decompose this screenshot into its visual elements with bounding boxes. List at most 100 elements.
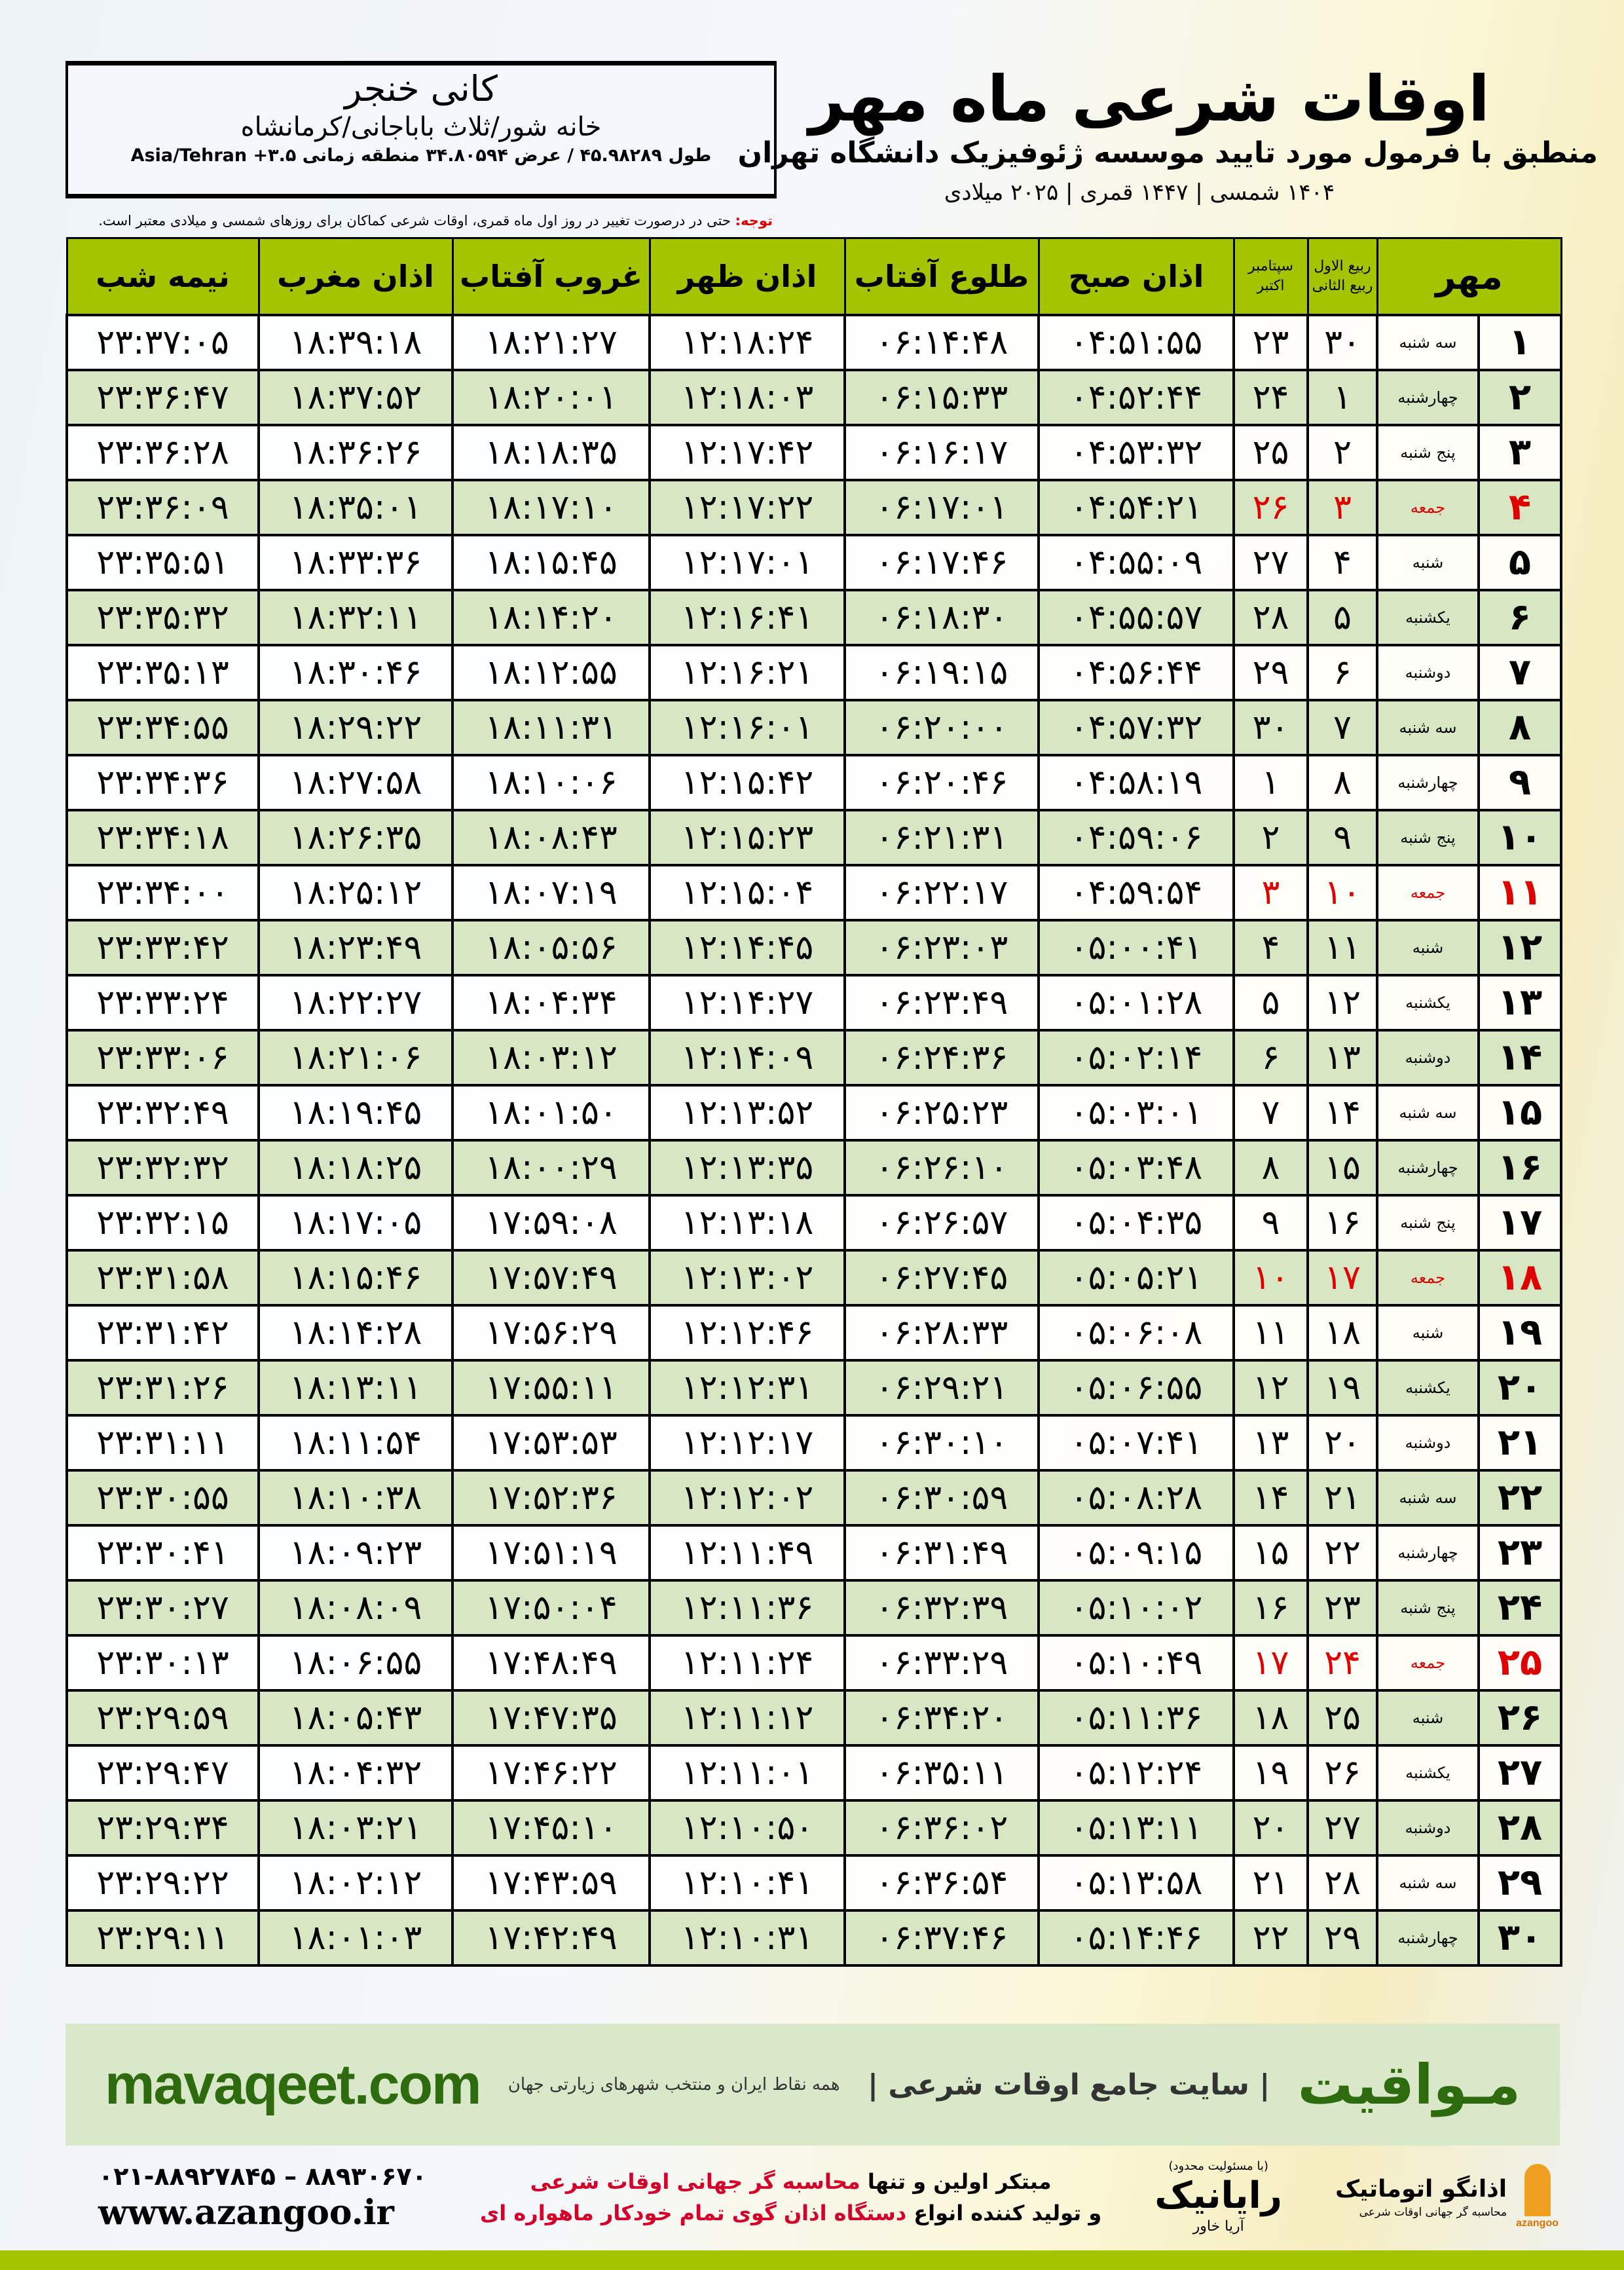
azangoo-website[interactable]: www.azangoo.ir [98,2193,394,2233]
cell-hijri: ۱۲ [1306,974,1378,1032]
cell-greg: ۶ [1232,1029,1309,1087]
cell-fajr: ۰۵:۰۶:۰۸ [1037,1304,1235,1362]
cell-hijri: ۲ [1306,424,1378,481]
cell-hijri: ۲۲ [1306,1524,1378,1582]
cell-maghrib: ۱۸:۲۵:۱۲ [257,864,454,921]
cell-midnight: ۲۳:۳۴:۳۶ [65,754,260,811]
cell-greg: ۱۶ [1232,1579,1309,1637]
cell-greg: ۲۱ [1232,1854,1309,1912]
cell-sunset: ۱۸:۰۵:۵۶ [451,919,651,977]
cell-sunset: ۱۸:۱۴:۲۰ [451,589,651,646]
cell-weekday: دوشنبه [1376,1799,1480,1857]
table-row: ۳۰ چهارشنبه ۲۹ ۲۲ ۰۵:۱۴:۴۶ ۰۶:۳۷:۴۶ ۱۲:۱۰:۳۱ ۱۷… [65,1909,1562,1967]
azangoo-sub: محاسبه گر جهانی اوقات شرعی [1359,2206,1507,2219]
cell-hijri: ۱۹ [1306,1359,1378,1417]
cell-midnight: ۲۳:۲۹:۱۱ [65,1909,260,1967]
cell-sunset: ۱۸:۰۳:۱۲ [451,1029,651,1087]
cell-sunset: ۱۸:۱۲:۵۵ [451,644,651,701]
table-row: ۱۸ جمعه ۱۷ ۱۰ ۰۵:۰۵:۲۱ ۰۶:۲۷:۴۵ ۱۲:۱۳:۰۲ ۱۷:۵۷:… [65,1249,1562,1307]
cell-dhuhr: ۱۲:۱۱:۳۶ [648,1579,846,1637]
cell-sunset: ۱۸:۰۸:۴۳ [451,809,651,866]
cell-hijri: ۲۴ [1306,1634,1378,1692]
cell-day: ۱۰ [1477,809,1562,866]
cell-sunset: ۱۸:۲۰:۰۱ [451,369,651,426]
cell-sunset: ۱۸:۱۸:۳۵ [451,424,651,481]
cell-greg: ۲۳ [1232,314,1309,371]
cell-fajr: ۰۴:۵۸:۱۹ [1037,754,1235,811]
cell-greg: ۲۸ [1232,589,1309,646]
cell-sunset: ۱۷:۴۸:۴۹ [451,1634,651,1692]
page-subtitle: منطبق با فرمول مورد تایید موسسه ژئوفیزیک… [737,136,1598,170]
cell-dhuhr: ۱۲:۱۴:۰۹ [648,1029,846,1087]
rayanik-logo: (با مسئولیت محدود) رایانیک آریا خاور [1154,2159,1282,2236]
cell-hijri: ۶ [1306,644,1378,701]
cell-midnight: ۲۳:۳۲:۴۹ [65,1084,260,1142]
cell-fajr: ۰۵:۱۰:۴۹ [1037,1634,1235,1692]
promo-line2-b: دستگاه اذان گوی تمام خودکار ماهواره ای [479,2201,907,2225]
cell-hijri: ۲۷ [1306,1799,1378,1857]
cell-dhuhr: ۱۲:۱۲:۱۷ [648,1414,846,1472]
cell-midnight: ۲۳:۳۲:۳۲ [65,1139,260,1197]
cell-sunset: ۱۷:۵۷:۴۹ [451,1249,651,1307]
footer: ۰۲۱-۸۸۹۲۷۸۴۵ – ۸۸۹۳۰۶۷۰ www.azangoo.ir م… [98,2155,1559,2240]
table-row: ۱۲ شنبه ۱۱ ۴ ۰۵:۰۰:۴۱ ۰۶:۲۳:۰۳ ۱۲:۱۴:۴۵ ۱۸:۰۵:۵… [65,919,1562,977]
cell-sunrise: ۰۶:۲۱:۳۱ [843,809,1040,866]
cell-fajr: ۰۴:۵۹:۵۴ [1037,864,1235,921]
table-row: ۱۳ یکشنبه ۱۲ ۵ ۰۵:۰۱:۲۸ ۰۶:۲۳:۴۹ ۱۲:۱۴:۲۷ ۱۸:۰۴… [65,974,1562,1032]
cell-midnight: ۲۳:۳۷:۰۵ [65,314,260,371]
cell-dhuhr: ۱۲:۱۴:۲۷ [648,974,846,1032]
cell-weekday: شنبه [1376,1304,1480,1362]
page-title: اوقات شرعی ماه مهر [809,62,1490,136]
cell-day: ۱۱ [1477,864,1562,921]
cell-weekday: چهارشنبه [1376,1524,1480,1582]
cell-weekday: دوشنبه [1376,1414,1480,1472]
cell-weekday: سه شنبه [1376,1469,1480,1527]
cell-hijri: ۴ [1306,534,1378,591]
cell-day: ۲۶ [1477,1689,1562,1747]
table-row: ۲۹ سه شنبه ۲۸ ۲۱ ۰۵:۱۳:۵۸ ۰۶:۳۶:۵۴ ۱۲:۱۰:۴۱ ۱۷:… [65,1854,1562,1912]
cell-sunset: ۱۸:۰۴:۳۴ [451,974,651,1032]
cell-fajr: ۰۵:۰۵:۲۱ [1037,1249,1235,1307]
cell-greg: ۱۷ [1232,1634,1309,1692]
cell-hijri: ۲۵ [1306,1689,1378,1747]
mavaqeet-banner: مـواقیت | سایت جامع اوقات شرعی | همه نقا… [65,2024,1560,2146]
cell-fajr: ۰۵:۱۰:۰۲ [1037,1579,1235,1637]
cell-fajr: ۰۴:۵۱:۵۵ [1037,314,1235,371]
cell-midnight: ۲۳:۳۴:۰۰ [65,864,260,921]
cell-greg: ۳۰ [1232,699,1309,756]
cell-maghrib: ۱۸:۰۱:۰۳ [257,1909,454,1967]
cell-dhuhr: ۱۲:۱۵:۲۳ [648,809,846,866]
table-row: ۲۱ دوشنبه ۲۰ ۱۳ ۰۵:۰۷:۴۱ ۰۶:۳۰:۱۰ ۱۲:۱۲:۱۷ ۱۷:۵… [65,1414,1562,1472]
location-coordinates: طول ۴۵.۹۸۲۸۹ / عرض ۳۴.۸۰۵۹۴ منطقه زمانی … [130,145,712,166]
cell-sunrise: ۰۶:۲۰:۴۶ [843,754,1040,811]
cell-hijri: ۲۱ [1306,1469,1378,1527]
cell-midnight: ۲۳:۳۶:۴۷ [65,369,260,426]
cell-day: ۲۲ [1477,1469,1562,1527]
cell-day: ۱۵ [1477,1084,1562,1142]
cell-hijri: ۹ [1306,809,1378,866]
cell-fajr: ۰۵:۰۰:۴۱ [1037,919,1235,977]
cell-dhuhr: ۱۲:۱۳:۱۸ [648,1194,846,1252]
cell-sunset: ۱۸:۱۰:۰۶ [451,754,651,811]
cell-weekday: جمعه [1376,1249,1480,1307]
cell-sunset: ۱۸:۱۱:۳۱ [451,699,651,756]
cell-hijri: ۱۳ [1306,1029,1378,1087]
cell-greg: ۱ [1232,754,1309,811]
cell-midnight: ۲۳:۳۰:۲۷ [65,1579,260,1637]
cell-fajr: ۰۴:۵۲:۴۴ [1037,369,1235,426]
mavaqeet-link[interactable]: mavaqeet.com [105,2053,482,2116]
cell-weekday: یکشنبه [1376,1744,1480,1802]
cell-hijri: ۲۹ [1306,1909,1378,1967]
cell-sunset: ۱۷:۵۰:۰۴ [451,1579,651,1637]
cell-dhuhr: ۱۲:۱۵:۰۴ [648,864,846,921]
cell-hijri: ۳ [1306,479,1378,536]
cell-weekday: پنج شنبه [1376,1579,1480,1637]
cell-maghrib: ۱۸:۰۹:۲۳ [257,1524,454,1582]
cell-fajr: ۰۵:۰۷:۴۱ [1037,1414,1235,1472]
cell-hijri: ۵ [1306,589,1378,646]
cell-maghrib: ۱۸:۲۷:۵۸ [257,754,454,811]
cell-weekday: پنج شنبه [1376,424,1480,481]
col-greg-top: سپتامبر [1248,258,1293,274]
cell-maghrib: ۱۸:۳۳:۳۶ [257,534,454,591]
cell-midnight: ۲۳:۳۶:۰۹ [65,479,260,536]
